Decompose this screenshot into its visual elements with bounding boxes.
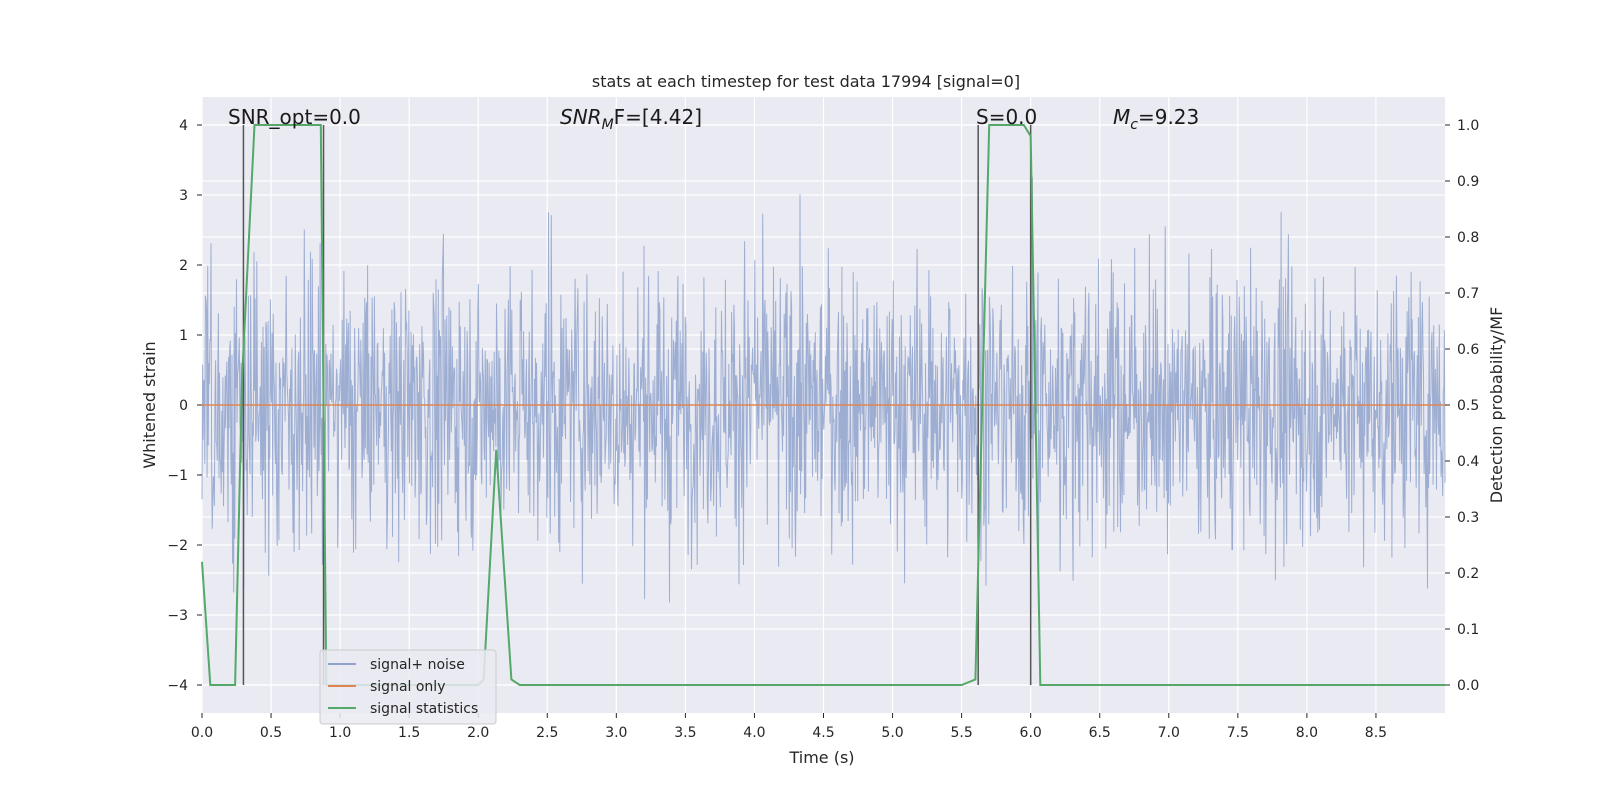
- x-tick-label: 2.0: [467, 725, 489, 741]
- legend: signal+ noise signal only signal statist…: [319, 649, 497, 725]
- noise-trace: [201, 176, 1446, 603]
- y2-axis-ticks: 0.0 0.1 0.2 0.3 0.4 0.5 0.6 0.7 0.8 0.9 1.0: [1445, 118, 1479, 694]
- signal-noise-series: [201, 176, 1446, 603]
- annotation-mc-sub: c: [1130, 117, 1138, 133]
- y-tick-label: −4: [167, 678, 188, 694]
- y-tick-label: 0: [179, 398, 188, 414]
- y-tick-label: 2: [179, 258, 188, 274]
- y2-tick-label: 0.4: [1457, 454, 1479, 470]
- y2-tick-label: 0.6: [1457, 342, 1479, 358]
- annotation-mc-rest: =9.23: [1138, 105, 1199, 129]
- y2-tick-label: 0.8: [1457, 230, 1479, 246]
- annotation-snr-mf-rest: F=[4.42]: [614, 105, 702, 129]
- y2-tick-label: 0.3: [1457, 510, 1479, 526]
- annotation-mc-base: M: [1113, 105, 1130, 129]
- y-tick-label: 4: [179, 118, 188, 134]
- legend-item-signal-only: signal only: [370, 679, 445, 695]
- annotation-snr-mf: SNRMF=[4.42]: [560, 105, 702, 133]
- x-tick-label: 4.5: [812, 725, 834, 741]
- y2-tick-label: 0.0: [1457, 678, 1479, 694]
- x-axis-label: Time (s): [788, 748, 854, 767]
- x-tick-label: 3.5: [674, 725, 696, 741]
- y2-tick-label: 1.0: [1457, 118, 1479, 134]
- x-tick-label: 2.5: [536, 725, 558, 741]
- x-tick-label: 6.0: [1020, 725, 1042, 741]
- x-tick-label: 7.5: [1227, 725, 1249, 741]
- x-tick-label: 8.0: [1296, 725, 1318, 741]
- x-tick-label: 5.5: [950, 725, 972, 741]
- y2-tick-label: 0.2: [1457, 566, 1479, 582]
- x-tick-label: 1.5: [398, 725, 420, 741]
- x-tick-label: 1.0: [329, 725, 351, 741]
- y2-tick-label: 0.5: [1457, 398, 1479, 414]
- x-tick-label: 4.0: [743, 725, 765, 741]
- y2-axis-label: Detection probability/MF: [1487, 307, 1506, 504]
- legend-item-statistics: signal statistics: [370, 701, 478, 717]
- annotation-mc: Mc=9.23: [1113, 105, 1199, 133]
- x-tick-label: 3.0: [605, 725, 627, 741]
- y2-tick-label: 0.9: [1457, 174, 1479, 190]
- annotation-s: S=0.0: [976, 105, 1037, 129]
- y2-tick-label: 0.1: [1457, 622, 1479, 638]
- y-tick-label: −3: [167, 608, 188, 624]
- legend-item-noise: signal+ noise: [370, 657, 465, 673]
- y-axis-ticks: −4 −3 −2 −1 0 1 2 3 4: [167, 118, 202, 694]
- x-axis-ticks: 0.0 0.5 1.0 1.5 2.0 2.5 3.0 3.5 4.0 4.5 5.0 5.5 6.0 6…: [191, 713, 1387, 741]
- annotation-snr-opt: SNR_opt=0.0: [228, 105, 361, 129]
- x-tick-label: 0.5: [260, 725, 282, 741]
- y-tick-label: 3: [179, 188, 188, 204]
- chart-title: stats at each timestep for test data 179…: [592, 72, 1020, 91]
- y-tick-label: 1: [179, 328, 188, 344]
- x-tick-label: 0.0: [191, 725, 213, 741]
- y-axis-label: Whitened strain: [140, 341, 159, 468]
- x-tick-label: 8.5: [1365, 725, 1387, 741]
- x-tick-label: 6.5: [1089, 725, 1111, 741]
- annotation-snr-mf-sub: M: [602, 117, 614, 133]
- signal-statistics-line: [201, 124, 1445, 686]
- x-tick-label: 7.0: [1158, 725, 1180, 741]
- annotation-snr-mf-base: SNR: [560, 105, 602, 129]
- x-tick-label: 5.0: [881, 725, 903, 741]
- legend-box: [319, 649, 497, 725]
- y-tick-label: −2: [167, 538, 188, 554]
- y2-tick-label: 0.7: [1457, 286, 1479, 302]
- y-tick-label: −1: [167, 468, 188, 484]
